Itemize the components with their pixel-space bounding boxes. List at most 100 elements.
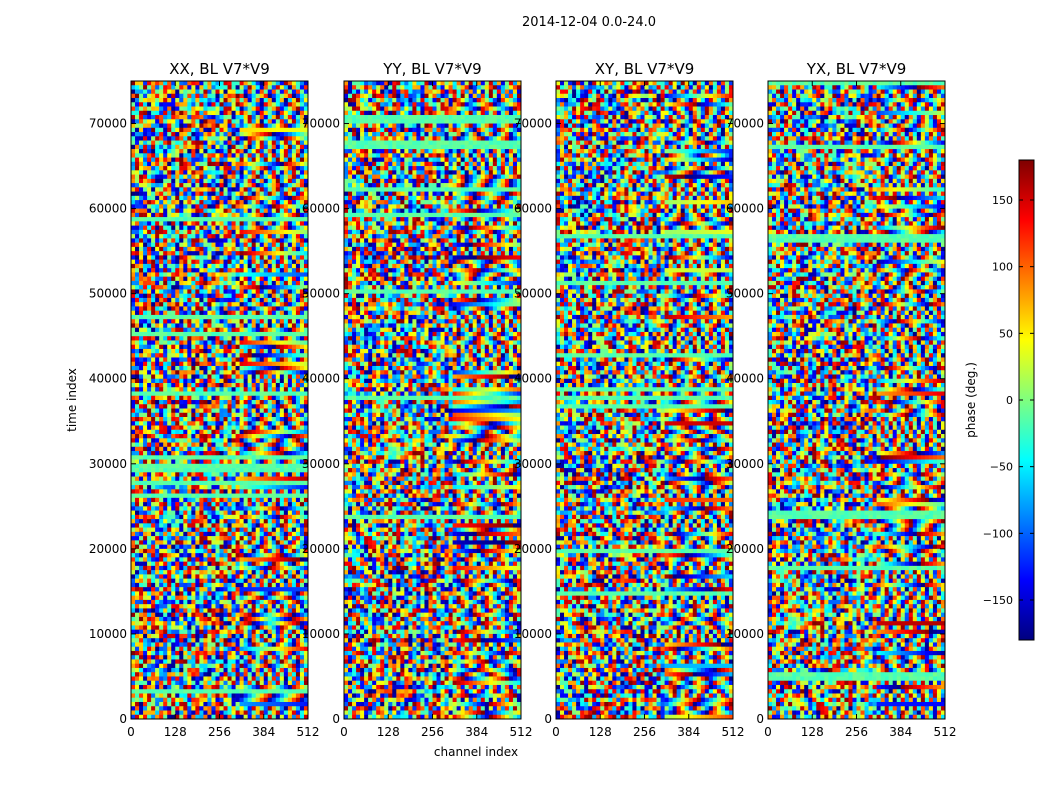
heatmap-cell: [207, 242, 212, 248]
heatmap-cell: [299, 553, 305, 558]
heatmap-cell: [131, 140, 136, 146]
heatmap-cell: [227, 540, 232, 545]
heatmap-cell: [287, 144, 293, 150]
heatmap-cell: [183, 310, 188, 316]
heatmap-cell: [191, 289, 196, 294]
heatmap-cell: [175, 149, 180, 154]
heatmap-cell: [279, 136, 285, 141]
heatmap-cell: [183, 400, 188, 405]
heatmap-cell: [179, 81, 184, 86]
heatmap-cell: [275, 438, 281, 443]
heatmap-cell: [195, 421, 200, 426]
heatmap-cell: [279, 178, 285, 184]
heatmap-cell: [155, 238, 160, 243]
heatmap-cell: [291, 451, 297, 456]
heatmap-cell: [175, 408, 180, 414]
heatmap-cell: [271, 523, 277, 528]
heatmap-cell: [227, 374, 232, 380]
heatmap-cell: [283, 502, 289, 507]
heatmap-cell: [171, 106, 176, 112]
heatmap-cell: [243, 319, 248, 324]
heatmap-cell: [183, 497, 188, 503]
heatmap-cell: [255, 310, 261, 316]
heatmap-cell: [131, 506, 136, 511]
heatmap-cell: [255, 183, 261, 188]
heatmap-cell: [187, 93, 192, 99]
heatmap-cell: [211, 123, 216, 129]
heatmap-cell: [279, 89, 285, 95]
heatmap-cell: [263, 382, 269, 388]
heatmap-cell: [219, 510, 224, 516]
heatmap-cell: [231, 553, 236, 558]
heatmap-cell: [183, 174, 188, 180]
heatmap-cell: [259, 327, 265, 333]
heatmap-cell: [263, 106, 269, 112]
heatmap-cell: [163, 85, 168, 90]
heatmap-cell: [287, 485, 293, 490]
heatmap-cell: [151, 348, 156, 354]
heatmap-cell: [303, 340, 309, 345]
heatmap-cell: [239, 238, 244, 243]
heatmap-cell: [143, 429, 148, 435]
heatmap-cell: [159, 353, 164, 358]
heatmap-cell: [155, 217, 160, 222]
heatmap-cell: [267, 497, 273, 503]
heatmap-cell: [259, 412, 265, 418]
heatmap-cell: [191, 187, 196, 192]
heatmap-cell: [231, 378, 236, 384]
heatmap-cell: [255, 412, 261, 418]
heatmap-cell: [295, 183, 301, 188]
heatmap-cell: [275, 200, 281, 205]
heatmap-cell: [287, 242, 293, 248]
heatmap-cell: [131, 297, 136, 303]
heatmap-cell: [251, 536, 256, 541]
heatmap-cell: [159, 463, 164, 469]
heatmap-cell: [231, 485, 236, 490]
heatmap-cell: [267, 434, 273, 439]
heatmap-cell: [203, 263, 208, 269]
heatmap-cell: [251, 127, 256, 133]
heatmap-cell: [171, 251, 176, 256]
heatmap-cell: [291, 123, 297, 129]
heatmap-cell: [275, 110, 281, 116]
heatmap-cell: [155, 485, 160, 490]
heatmap-cell: [259, 382, 265, 388]
heatmap-cell: [211, 293, 216, 299]
heatmap-cell: [135, 234, 140, 239]
heatmap-cell: [271, 115, 277, 120]
heatmap-cell: [191, 251, 196, 256]
heatmap-cell: [299, 404, 305, 409]
heatmap-cell: [251, 468, 256, 473]
heatmap-cell: [171, 370, 176, 375]
heatmap-cell: [247, 259, 252, 265]
heatmap-cell: [195, 119, 200, 124]
heatmap-cell: [203, 289, 208, 294]
heatmap-cell: [195, 263, 200, 269]
heatmap-cell: [179, 161, 184, 167]
heatmap-cell: [163, 544, 168, 550]
heatmap-cell: [283, 183, 289, 188]
heatmap-cell: [147, 81, 152, 86]
heatmap-cell: [219, 442, 224, 448]
heatmap-cell: [219, 319, 224, 324]
heatmap-cell: [239, 476, 244, 482]
heatmap-cell: [255, 463, 261, 469]
heatmap-cell: [191, 149, 196, 154]
heatmap-cell: [183, 391, 188, 397]
heatmap-cell: [135, 536, 140, 541]
heatmap-cell: [207, 208, 212, 214]
heatmap-cell: [259, 289, 265, 294]
heatmap-cell: [155, 434, 160, 439]
heatmap-cell: [267, 136, 273, 141]
heatmap-cell: [283, 115, 289, 120]
heatmap-cell: [191, 485, 196, 490]
heatmap-cell: [195, 221, 200, 226]
heatmap-cell: [211, 544, 216, 550]
heatmap-cell: [263, 259, 269, 265]
heatmap-cell: [171, 425, 176, 431]
heatmap-cell: [179, 280, 184, 286]
heatmap-cell: [235, 191, 240, 197]
heatmap-cell: [155, 246, 160, 252]
heatmap-cell: [251, 225, 256, 231]
heatmap-cell: [175, 285, 180, 290]
